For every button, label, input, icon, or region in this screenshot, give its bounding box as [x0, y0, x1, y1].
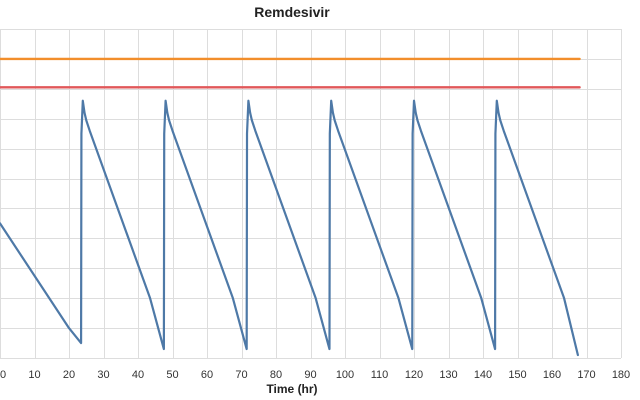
- x-tick-label: 100: [336, 369, 354, 381]
- x-tick-label: 0: [0, 369, 6, 381]
- grid-layer: [0, 29, 622, 359]
- x-tick-label: 10: [28, 369, 40, 381]
- x-tick-label: 120: [405, 369, 423, 381]
- x-tick-label: 20: [63, 369, 75, 381]
- x-tick-label: 140: [474, 369, 492, 381]
- concentration-series-line: [0, 99, 579, 357]
- series-layer: [0, 57, 581, 357]
- x-tick-label: 160: [543, 369, 561, 381]
- x-tick-label: 70: [235, 369, 247, 381]
- x-axis-ticks: 0 10 20 30 40 50 60 70 80 90 100 110 120 130 140 150 160…: [0, 369, 630, 381]
- x-tick-label: 180: [612, 369, 630, 381]
- x-axis-label: Time (hr): [266, 382, 317, 396]
- x-tick-label: 170: [577, 369, 595, 381]
- x-tick-label: 30: [97, 369, 109, 381]
- x-tick-label: 150: [508, 369, 526, 381]
- x-tick-label: 90: [304, 369, 316, 381]
- chart-title: Remdesivir: [254, 4, 330, 20]
- x-tick-label: 130: [439, 369, 457, 381]
- x-tick-label: 110: [371, 369, 389, 381]
- x-tick-label: 50: [166, 369, 178, 381]
- x-tick-label: 80: [270, 369, 282, 381]
- x-tick-label: 40: [132, 369, 144, 381]
- x-tick-label: 60: [201, 369, 213, 381]
